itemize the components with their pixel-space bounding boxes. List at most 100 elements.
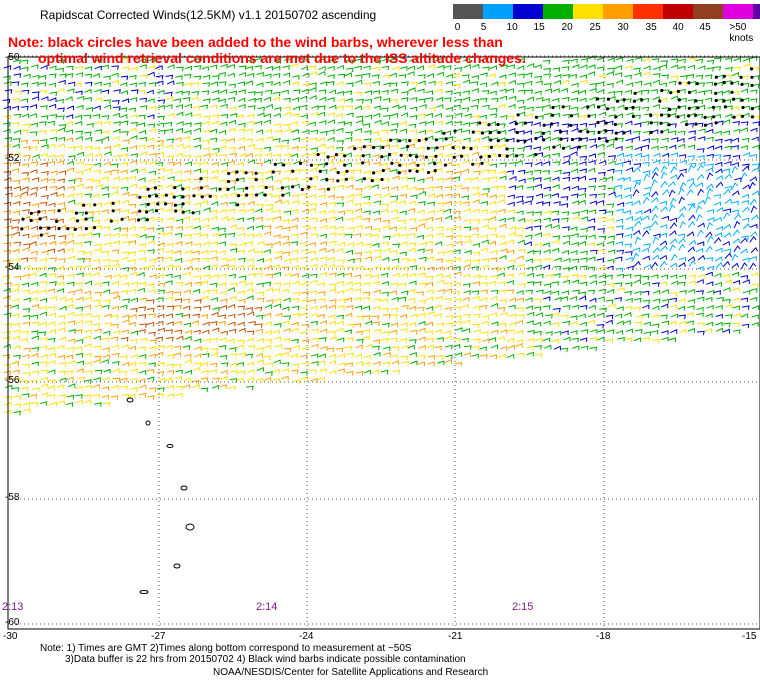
wind-barb (589, 346, 598, 352)
wind-barb (236, 161, 244, 167)
wind-barb (534, 352, 543, 358)
wind-barb (257, 240, 265, 246)
contamination-circle (362, 177, 366, 181)
wind-barb (634, 236, 642, 245)
wind-barb (380, 162, 389, 168)
wind-barb (228, 170, 236, 176)
wind-barb (489, 249, 498, 255)
wind-barb (401, 257, 410, 263)
wind-barb (273, 81, 281, 87)
wind-barb (165, 273, 173, 279)
wind-barb (606, 143, 614, 149)
wind-barb (38, 331, 47, 337)
wind-barb (722, 328, 731, 334)
wind-barb (354, 215, 362, 220)
wind-barb (741, 199, 749, 205)
wind-barb (407, 344, 415, 350)
lat-label: -60 (5, 617, 20, 628)
wind-barb (291, 194, 300, 200)
wind-barb (227, 63, 235, 69)
wind-barb (345, 233, 353, 239)
wind-barb (84, 81, 93, 87)
wind-barb (40, 281, 48, 286)
wind-barb (751, 74, 760, 80)
wind-barb (155, 218, 164, 224)
lat-label: -56 (5, 375, 20, 386)
wind-barb (444, 297, 452, 303)
wind-barb (57, 107, 65, 112)
wind-barb (13, 275, 22, 281)
wind-barb (77, 233, 85, 239)
wind-barb (337, 337, 345, 343)
wind-barb (598, 280, 607, 286)
wind-barb (39, 272, 47, 278)
wind-barb (29, 393, 37, 399)
wind-barb (625, 216, 634, 221)
wind-barb (22, 209, 30, 214)
wind-barb (524, 200, 532, 206)
wind-barb (272, 96, 281, 102)
wind-barb (454, 271, 462, 277)
wind-barb (472, 137, 481, 143)
wind-barb (39, 257, 47, 263)
wind-barb (561, 66, 570, 71)
wind-barb (263, 146, 272, 152)
wind-barb (265, 287, 274, 293)
wind-barb (578, 295, 587, 301)
wind-barb (443, 208, 452, 214)
wind-barb (724, 185, 732, 191)
wind-barb (355, 361, 364, 366)
wind-barb (571, 127, 579, 133)
wind-barb (731, 161, 739, 167)
wind-barb (632, 189, 640, 197)
wind-barb (542, 98, 550, 103)
wind-barb (354, 105, 362, 111)
wind-barb (482, 66, 490, 71)
contamination-circle (245, 193, 249, 197)
wind-barb (498, 254, 507, 260)
wind-barb (652, 159, 661, 165)
wind-barb (23, 145, 31, 151)
wind-barb (750, 127, 758, 133)
wind-barb (328, 186, 336, 191)
wind-barb (418, 344, 426, 350)
wind-barb (408, 247, 416, 253)
wind-barb (40, 162, 48, 167)
wind-barb (506, 273, 514, 279)
wind-barb (437, 251, 445, 256)
wind-barb (40, 369, 49, 374)
contamination-circle (606, 97, 611, 101)
wind-barb (688, 239, 697, 246)
wind-barb (669, 297, 677, 303)
wind-barb (273, 112, 281, 118)
wind-barb (284, 128, 292, 134)
wind-barb (148, 331, 156, 337)
legend-labels: 0 5 10 15 20 25 30 35 40 45 >50 knots (453, 22, 760, 44)
wind-barb (697, 273, 705, 279)
contamination-circle (300, 187, 304, 192)
wind-barb (139, 74, 148, 80)
wind-barb (535, 152, 544, 157)
contamination-circle (181, 202, 185, 206)
wind-barb (525, 226, 533, 231)
wind-barb (597, 329, 605, 334)
wind-barb (425, 321, 434, 327)
wind-barb (398, 200, 406, 205)
wind-barb (652, 298, 661, 304)
wind-barb (587, 266, 596, 272)
wind-barb (724, 161, 732, 166)
wind-barb (218, 145, 227, 150)
wind-barb (372, 242, 380, 248)
wind-barb (570, 161, 578, 167)
wind-barb (59, 361, 67, 367)
wind-barb (4, 384, 13, 390)
wind-barb (588, 177, 597, 183)
wind-barb (22, 321, 31, 327)
wind-barb (326, 161, 334, 166)
wind-barb (587, 167, 596, 173)
wind-barb (399, 251, 408, 257)
contamination-circle (750, 83, 754, 87)
wind-barb (13, 402, 22, 408)
wind-barb (263, 159, 272, 165)
wind-barb (364, 114, 373, 120)
